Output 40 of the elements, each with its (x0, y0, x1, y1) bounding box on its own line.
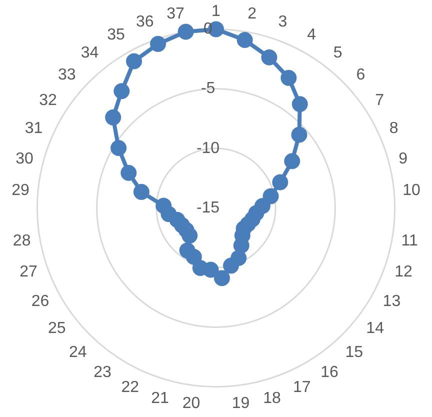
spoke-label: 29 (12, 182, 30, 199)
spoke-label: 26 (31, 293, 50, 310)
spoke-label: 11 (401, 232, 418, 250)
spoke-label: 18 (263, 390, 281, 407)
spoke-label: 15 (345, 344, 364, 361)
spoke-label: 19 (232, 395, 250, 412)
spoke-label: 13 (382, 293, 401, 310)
spoke-label: 4 (307, 26, 316, 44)
spoke-label: 24 (68, 344, 87, 361)
spoke-label: 10 (402, 182, 421, 199)
spoke-label: 28 (12, 232, 31, 250)
spoke-label: 22 (121, 379, 140, 396)
spoke-label: 14 (366, 320, 384, 338)
spoke-label: 27 (20, 264, 38, 281)
y-tick-label: -10 (196, 140, 220, 157)
spoke-label: 35 (107, 26, 125, 44)
spoke-label: 5 (333, 44, 342, 62)
spoke-label: 17 (292, 379, 311, 396)
spoke-label: 7 (375, 92, 384, 109)
spoke-label: 8 (389, 120, 398, 138)
spoke-label: 25 (48, 320, 66, 338)
y-tick-label: -15 (196, 199, 220, 216)
spoke-label: 16 (320, 364, 338, 381)
spoke-label: 34 (80, 44, 99, 62)
spoke-label: 12 (394, 264, 413, 281)
spoke-label: 6 (356, 66, 366, 84)
spoke-label: 36 (136, 14, 154, 31)
spoke-label: 20 (182, 395, 200, 412)
spoke-label: 37 (166, 6, 185, 23)
spoke-label: 9 (398, 150, 408, 168)
spoke-label: 32 (39, 92, 58, 109)
spoke-label: 33 (58, 66, 76, 84)
spoke-label: 1 (212, 3, 221, 20)
spoke-label: 2 (248, 6, 257, 23)
y-tick-label: -5 (200, 80, 216, 98)
spoke-label: 23 (94, 364, 112, 381)
spoke-label: 31 (24, 120, 43, 138)
spoke-label: 30 (16, 150, 34, 168)
spoke-label: 3 (278, 14, 288, 31)
spoke-label: 21 (151, 390, 170, 407)
